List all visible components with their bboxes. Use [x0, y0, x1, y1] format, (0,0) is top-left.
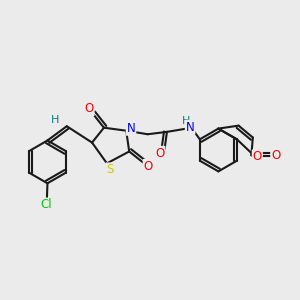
Text: O: O: [144, 160, 153, 173]
Text: S: S: [106, 164, 114, 176]
Text: N: N: [186, 121, 194, 134]
Text: O: O: [253, 150, 262, 163]
Text: H: H: [182, 116, 191, 126]
Text: O: O: [271, 149, 280, 162]
Text: H: H: [51, 115, 60, 125]
Text: Cl: Cl: [41, 199, 52, 212]
Text: O: O: [84, 102, 94, 115]
Text: N: N: [127, 122, 135, 135]
Text: O: O: [155, 147, 164, 160]
